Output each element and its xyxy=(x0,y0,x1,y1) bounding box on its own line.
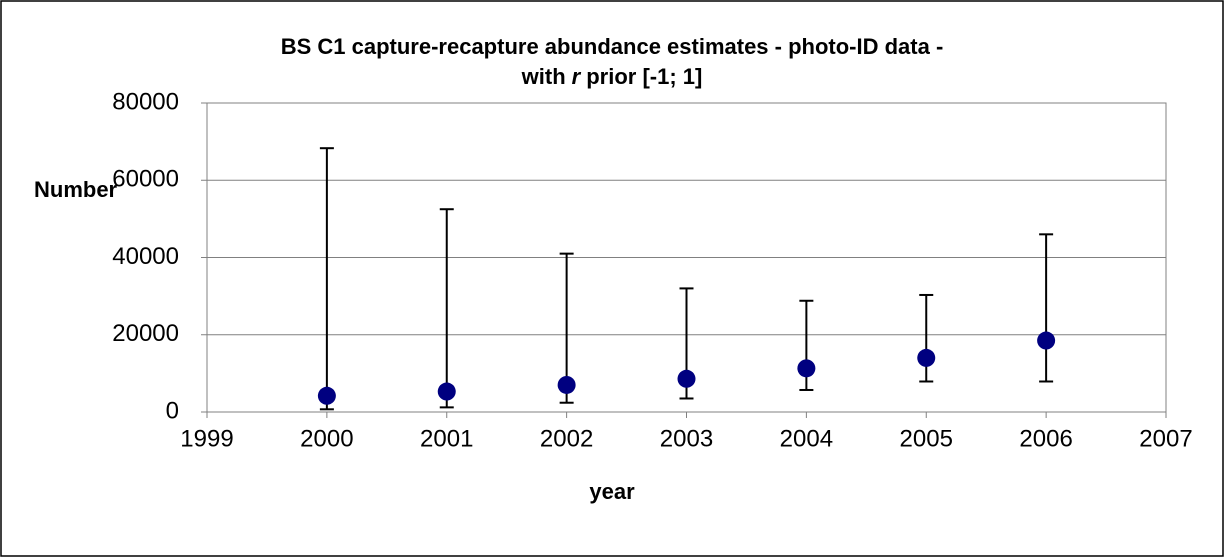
point xyxy=(797,359,816,378)
title-part: prior [-1; 1] xyxy=(586,64,702,89)
chart-title: BS C1 capture-recapture abundance estima… xyxy=(281,34,944,59)
chart-title: with r prior [-1; 1] xyxy=(521,64,703,89)
point xyxy=(1037,331,1056,350)
x-tick-label: 2002 xyxy=(540,425,593,452)
x-tick-label: 2000 xyxy=(300,425,353,452)
point xyxy=(677,369,696,388)
title-part: with xyxy=(521,64,566,89)
y-tick-label: 40000 xyxy=(112,243,179,270)
y-tick-label: 60000 xyxy=(112,166,179,193)
x-tick-label: 2004 xyxy=(780,425,833,452)
x-tick-label: 1999 xyxy=(180,425,233,452)
title-part: r xyxy=(572,64,582,89)
x-axis-title: year xyxy=(589,479,635,504)
point xyxy=(437,382,456,401)
x-tick-label: 2001 xyxy=(420,425,473,452)
y-tick-label: 80000 xyxy=(112,88,179,115)
point xyxy=(557,375,576,394)
point xyxy=(317,386,336,405)
y-axis-title: Number xyxy=(34,177,118,202)
x-tick-label: 2003 xyxy=(660,425,713,452)
y-tick-label: 20000 xyxy=(112,320,179,347)
x-tick-label: 2006 xyxy=(1019,425,1072,452)
y-tick-label: 0 xyxy=(166,397,179,424)
x-tick-label: 2007 xyxy=(1139,425,1192,452)
point xyxy=(917,348,936,367)
x-tick-label: 2005 xyxy=(900,425,953,452)
